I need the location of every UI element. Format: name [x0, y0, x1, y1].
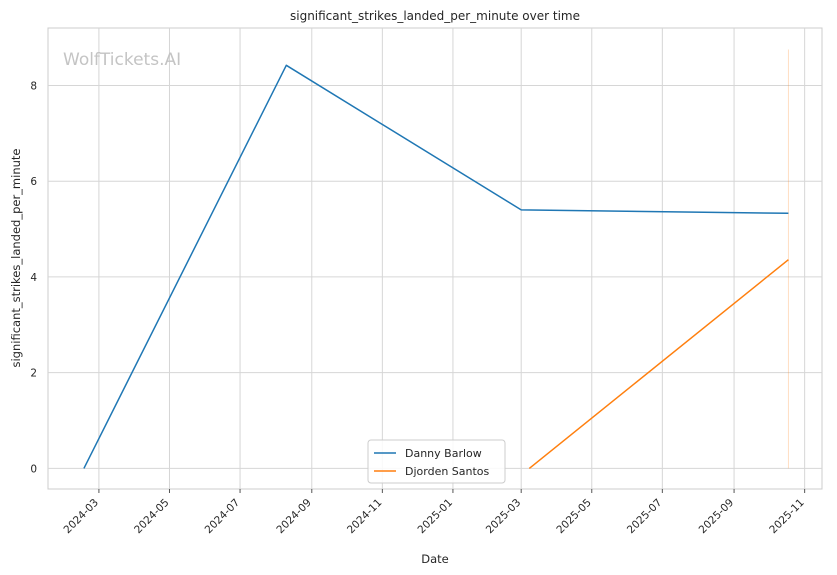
y-tick-label: 2 — [30, 368, 37, 380]
x-tick-label: 2025-09 — [697, 497, 737, 537]
watermark: WolfTickets.AI — [63, 50, 181, 70]
x-tick-label: 2025-05 — [554, 497, 594, 537]
legend-box — [367, 439, 506, 484]
x-tick-label: 2025-11 — [767, 497, 807, 537]
legend-label: Djorden Santos — [405, 465, 490, 478]
chart-title: significant_strikes_landed_per_minute ov… — [290, 9, 580, 23]
x-tick-label: 2024-03 — [62, 497, 102, 537]
y-axis-label: significant_strikes_landed_per_minute — [9, 149, 23, 368]
y-tick-label: 8 — [30, 80, 37, 92]
series-line-2 — [528, 259, 789, 469]
grid-lines — [48, 28, 822, 489]
x-axis-label: Date — [421, 552, 449, 566]
legend-label: Danny Barlow — [405, 447, 482, 460]
y-axis: 0 2 4 6 8 — [30, 80, 37, 475]
y-tick-label: 0 — [30, 463, 37, 475]
x-tick-label: 2025-03 — [484, 497, 524, 537]
x-tick-label: 2024-09 — [274, 497, 314, 537]
legend: Danny Barlow Djorden Santos — [367, 439, 506, 484]
plot-area — [47, 27, 823, 490]
x-tick-label: 2025-01 — [416, 497, 456, 537]
x-tick-label: 2024-11 — [345, 497, 385, 537]
series-lines — [83, 49, 789, 469]
series-line-1 — [83, 64, 789, 469]
y-tick-label: 4 — [30, 272, 37, 284]
x-axis: 2024-03 2024-05 2024-07 2024-09 2024-11 2025-… — [62, 489, 807, 536]
x-tick-label: 2024-05 — [132, 497, 172, 537]
x-tick-label: 2025-07 — [625, 497, 665, 537]
y-tick-label: 6 — [30, 176, 37, 188]
x-tick-label: 2024-07 — [203, 497, 243, 537]
